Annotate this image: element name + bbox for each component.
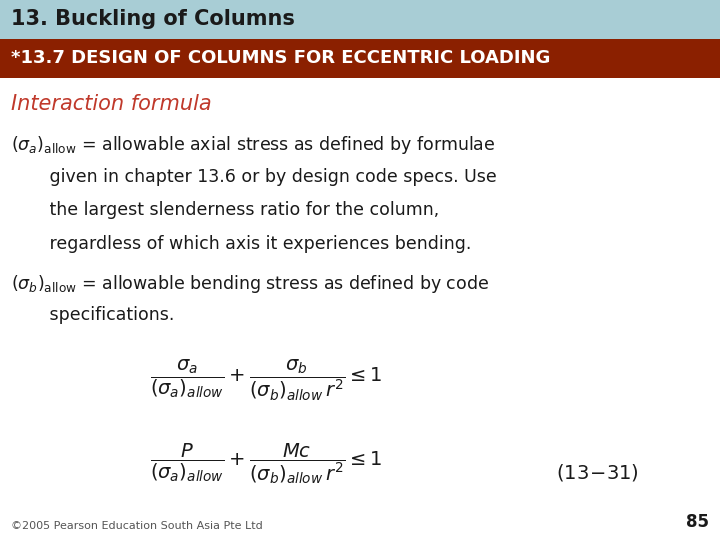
Text: Interaction formula: Interaction formula bbox=[11, 94, 212, 114]
Text: given in chapter 13.6 or by design code specs. Use: given in chapter 13.6 or by design code … bbox=[11, 168, 497, 186]
Text: $(\sigma_b)_{\rm allow}$ = allowable bending stress as defined by code: $(\sigma_b)_{\rm allow}$ = allowable ben… bbox=[11, 273, 489, 295]
Text: ©2005 Pearson Education South Asia Pte Ltd: ©2005 Pearson Education South Asia Pte L… bbox=[11, 521, 263, 531]
Text: $\dfrac{\sigma_a}{(\sigma_a)_{allow}} + \dfrac{\sigma_b}{(\sigma_b)_{allow}\,r^2: $\dfrac{\sigma_a}{(\sigma_a)_{allow}} + … bbox=[150, 357, 382, 403]
Text: the largest slenderness ratio for the column,: the largest slenderness ratio for the co… bbox=[11, 201, 439, 219]
Text: 13. Buckling of Columns: 13. Buckling of Columns bbox=[11, 9, 294, 30]
Text: $(\sigma_a)_{\rm allow}$ = allowable axial stress as defined by formulae: $(\sigma_a)_{\rm allow}$ = allowable axi… bbox=[11, 134, 495, 157]
Text: $\dfrac{P}{(\sigma_a)_{allow}} + \dfrac{Mc}{(\sigma_b)_{allow}\,r^2} \leq 1$: $\dfrac{P}{(\sigma_a)_{allow}} + \dfrac{… bbox=[150, 441, 382, 486]
Text: 85: 85 bbox=[686, 514, 709, 531]
Text: $(13\!-\!31)$: $(13\!-\!31)$ bbox=[556, 462, 639, 483]
Text: *13.7 DESIGN OF COLUMNS FOR ECCENTRIC LOADING: *13.7 DESIGN OF COLUMNS FOR ECCENTRIC LO… bbox=[11, 49, 550, 68]
Text: specifications.: specifications. bbox=[11, 306, 174, 324]
Text: regardless of which axis it experiences bending.: regardless of which axis it experiences … bbox=[11, 235, 471, 253]
